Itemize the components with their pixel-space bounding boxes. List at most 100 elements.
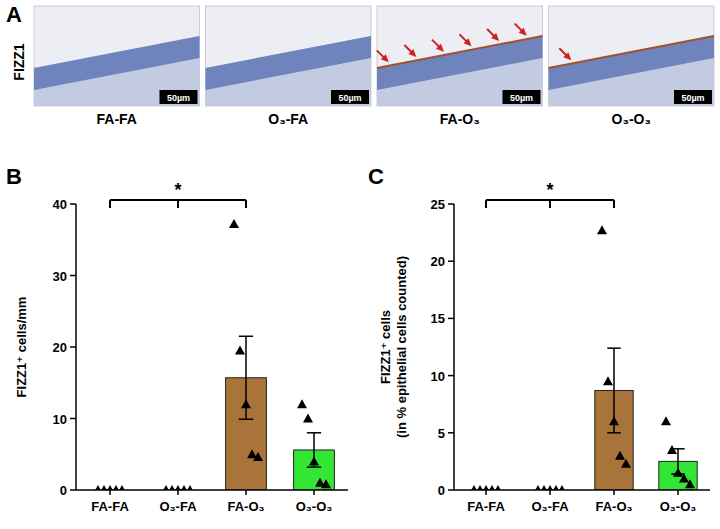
y-axis <box>75 204 77 490</box>
data-point <box>667 445 677 454</box>
micrograph: 50µm O₃-O₃ <box>549 6 715 127</box>
arrow-head <box>464 38 472 46</box>
marks <box>93 219 334 490</box>
y-tick-label: 20 <box>53 340 67 355</box>
tissue <box>549 36 715 106</box>
x-tick-label: O₃-O₃ <box>660 499 697 514</box>
data-point <box>303 414 313 423</box>
epithelium <box>206 36 372 90</box>
error-cap <box>307 466 321 468</box>
arrow-head <box>519 28 527 36</box>
x-tick <box>109 490 111 495</box>
data-point <box>253 452 263 461</box>
image-frame <box>377 6 543 106</box>
bracket-tick <box>109 200 111 208</box>
y-tick <box>448 375 454 377</box>
data-point <box>673 468 683 477</box>
y-tick-label: 10 <box>53 412 67 427</box>
error-bar <box>307 433 321 467</box>
data-point <box>321 479 331 488</box>
x-tick <box>677 490 679 495</box>
scale-bar-label: 50µm <box>681 93 704 103</box>
y-tick-label: 10 <box>431 369 445 384</box>
tissue <box>34 36 200 106</box>
y-tick <box>70 489 76 491</box>
y-axis-title-line: (in % epithelial cells counted) <box>394 256 409 438</box>
data-point <box>229 219 239 228</box>
scale-bar-label: 50µm <box>167 93 190 103</box>
scale-bar-label: 50µm <box>338 93 361 103</box>
y-tick <box>448 432 454 434</box>
y-tick <box>70 203 76 205</box>
scale-bar-label: 50µm <box>510 93 533 103</box>
error-cap <box>307 432 321 434</box>
panel-letter: C <box>368 164 384 189</box>
y-axis <box>453 204 455 490</box>
epithelium <box>549 36 715 90</box>
bracket-tick <box>485 200 487 208</box>
y-tick <box>70 418 76 420</box>
y-tick <box>448 489 454 491</box>
stained-edge <box>377 36 543 68</box>
scale-bar <box>160 90 198 104</box>
panel-a: AFIZZ150µmFA-FA50µmO₃-FA50µmFA-O₃50µmO₃-… <box>6 2 714 127</box>
data-point <box>621 459 631 468</box>
bracket-tick <box>245 200 247 208</box>
y-tick-label: 5 <box>438 426 445 441</box>
x-tick <box>177 490 179 495</box>
x-tick-label: FA-FA <box>91 499 129 514</box>
x-tick-label: FA-O₃ <box>595 499 632 514</box>
x-axis <box>454 489 710 491</box>
error-cap <box>239 418 253 420</box>
y-tick <box>70 275 76 277</box>
data-point <box>679 474 689 483</box>
tissue <box>206 36 372 106</box>
y-tick <box>70 346 76 348</box>
tissue <box>377 36 543 106</box>
x-tick-label: FA-O₃ <box>227 499 264 514</box>
chart-panel: C FIZZ1⁺ cells(in % epithelial cells coun… <box>368 164 710 514</box>
x-tick-label: O₃-FA <box>531 499 569 514</box>
arrow-head <box>408 49 416 57</box>
y-axis-title-line: FIZZ1⁺ cells/mm <box>14 297 29 398</box>
data-point <box>603 376 613 385</box>
x-tick <box>485 490 487 495</box>
data-point <box>297 399 307 408</box>
data-point <box>685 479 695 488</box>
x-tick <box>313 490 315 495</box>
y-tick-label: 25 <box>431 197 445 212</box>
scale-bar <box>674 90 712 104</box>
y-tick-label: 15 <box>431 311 445 326</box>
x-tick <box>613 490 615 495</box>
panel-letter: B <box>6 164 22 189</box>
significance-label: * <box>546 180 553 200</box>
significance-bracket <box>110 200 246 208</box>
error-cap <box>239 336 253 338</box>
data-point <box>597 225 607 234</box>
x-tick-label: FA-FA <box>467 499 505 514</box>
significance-label: * <box>174 180 181 200</box>
y-tick-label: 0 <box>438 483 445 498</box>
bracket-tick <box>549 200 551 208</box>
y-tick-label: 30 <box>53 269 67 284</box>
x-tick-label: O₃-FA <box>159 499 197 514</box>
marks <box>469 225 697 490</box>
error-cap <box>607 347 620 349</box>
y-axis-title-line: FIZZ1⁺ cells <box>378 310 393 384</box>
x-tick <box>549 490 551 495</box>
y-tick <box>448 260 454 262</box>
epithelium <box>34 36 200 90</box>
micrograph: 50µm FA-FA <box>34 6 200 127</box>
data-point <box>661 416 671 425</box>
image-label: FA-FA <box>97 111 137 127</box>
y-tick <box>448 203 454 205</box>
figure: AFIZZ150µmFA-FA50µmO₃-FA50µmFA-O₃50µmO₃-… <box>0 0 720 529</box>
scale-bar <box>503 90 541 104</box>
x-tick <box>245 490 247 495</box>
image-label: O₃-O₃ <box>612 111 651 127</box>
data-point <box>615 451 625 460</box>
bracket-tick <box>177 200 179 208</box>
micrograph: 50µmO₃-FA <box>206 6 372 127</box>
y-tick-label: 0 <box>60 483 67 498</box>
stained-edge <box>549 36 715 68</box>
